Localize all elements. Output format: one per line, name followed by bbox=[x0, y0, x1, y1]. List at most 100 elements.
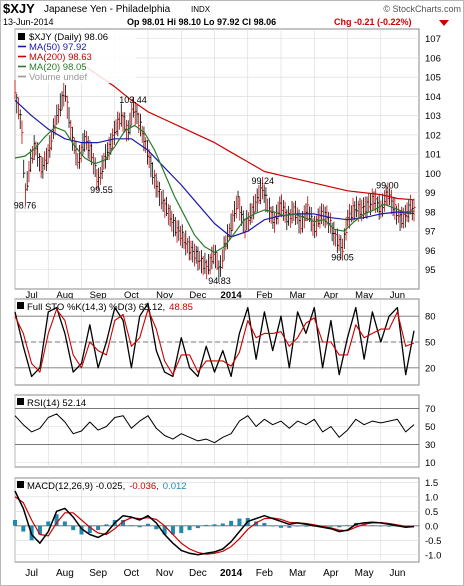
x-tick-label-bottom: Feb bbox=[256, 568, 274, 579]
macd-y-tick-label: 1.5 bbox=[425, 478, 438, 489]
macd-histogram-bar bbox=[237, 518, 242, 526]
macd-histogram-bar bbox=[279, 525, 284, 528]
price-annotation: 98.76 bbox=[14, 200, 37, 210]
price-annotation: 103.44 bbox=[119, 95, 147, 105]
macd-histogram-bar bbox=[154, 525, 159, 530]
quote-date: 13-Jun-2014 bbox=[3, 17, 54, 27]
macd-histogram-bar bbox=[13, 520, 17, 526]
x-tick-label-bottom: Mar bbox=[289, 568, 307, 579]
price-y-tick-label: 102 bbox=[425, 130, 441, 141]
ma200-line bbox=[81, 63, 415, 201]
x-tick-label-bottom: Dec bbox=[189, 568, 207, 579]
price-y-tick-label: 99 bbox=[425, 188, 436, 199]
macd-histogram-bar bbox=[21, 525, 26, 532]
macd-histogram-bar bbox=[229, 520, 234, 526]
legend-entry: 48.85 bbox=[169, 302, 193, 313]
exchange-label: INDX bbox=[191, 5, 211, 14]
macd-line bbox=[14, 490, 415, 556]
x-tick-label: Nov bbox=[156, 290, 173, 301]
rsi-y-tick-label: 10 bbox=[425, 458, 436, 469]
macd-histogram-bar bbox=[162, 525, 167, 535]
x-tick-label: Jun bbox=[390, 290, 405, 301]
price-y-tick-label: 107 bbox=[425, 34, 441, 45]
macd-histogram-bar bbox=[262, 522, 267, 526]
sto-y-tick-label: 80 bbox=[425, 312, 436, 323]
price-y-tick-label: 98 bbox=[425, 207, 436, 218]
ma20-line bbox=[14, 124, 415, 253]
legend-price-swatch bbox=[18, 33, 25, 40]
macd-histogram-bar bbox=[104, 524, 109, 526]
legend-entry: Full STO %K(14,3) %D(3) 63.12, bbox=[27, 302, 165, 313]
price-y-tick-label: 101 bbox=[425, 150, 441, 161]
x-tick-label-bottom: May bbox=[355, 568, 374, 579]
x-tick-label: May bbox=[355, 290, 373, 301]
x-tick-label: Mar bbox=[289, 290, 305, 301]
price-annotation: 99.00 bbox=[376, 181, 399, 191]
price-annotation: 96.05 bbox=[331, 253, 354, 263]
legend-entry: MA(20) 98.05 bbox=[29, 62, 87, 73]
price-y-tick-label: 97 bbox=[425, 227, 436, 238]
macd-histogram-bar bbox=[87, 525, 92, 534]
macd-histogram-bar bbox=[96, 525, 101, 531]
price-y-tick-label: 105 bbox=[425, 73, 441, 84]
x-tick-label-bottom: Jun bbox=[389, 568, 405, 579]
rsi-y-tick-label: 30 bbox=[425, 440, 436, 451]
x-tick-label: Jul bbox=[26, 290, 38, 301]
x-tick-label: Dec bbox=[189, 290, 206, 301]
change-readout: Chg -0.21 (-0.22%) bbox=[334, 17, 412, 27]
rsi-line bbox=[14, 413, 415, 444]
macd-histogram-bar bbox=[337, 525, 342, 528]
macd-y-tick-label: 1.0 bbox=[425, 492, 438, 503]
rsi-panel-frame bbox=[14, 394, 420, 468]
legend-entry: MA(200) 98.63 bbox=[29, 52, 92, 63]
macd-histogram-bar bbox=[195, 525, 200, 529]
macd-histogram-bar bbox=[303, 525, 308, 527]
legend-entry: RSI(14) 52.14 bbox=[27, 398, 86, 409]
price-y-tick-label: 100 bbox=[425, 169, 441, 180]
symbol-title: $XJY bbox=[3, 1, 35, 16]
sto-y-tick-label: 50 bbox=[425, 338, 436, 349]
macd-histogram-bar bbox=[220, 523, 225, 526]
macd-histogram-bar bbox=[378, 525, 383, 527]
panel-marker bbox=[17, 481, 24, 488]
panel-marker bbox=[17, 302, 24, 309]
x-tick-label: Aug bbox=[56, 290, 73, 301]
macd-histogram-bar bbox=[79, 525, 84, 535]
macd-histogram-bar bbox=[179, 525, 184, 534]
legend-entry: 0.012 bbox=[163, 481, 187, 492]
price-y-tick-label: 96 bbox=[425, 246, 436, 257]
macd-histogram-bar bbox=[387, 525, 392, 527]
macd-histogram-bar bbox=[212, 524, 217, 526]
macd-histogram-bar bbox=[412, 525, 417, 527]
macd-histogram-bar bbox=[71, 525, 76, 531]
x-tick-label-bottom: Sep bbox=[89, 568, 107, 579]
macd-y-tick-label: 0.0 bbox=[425, 521, 438, 532]
macd-y-tick-label: 0.5 bbox=[425, 507, 438, 518]
macd-y-tick-label: -0.5 bbox=[425, 536, 441, 547]
rsi-y-tick-label: 50 bbox=[425, 422, 436, 433]
price-y-tick-label: 104 bbox=[425, 92, 441, 103]
x-tick-label: Feb bbox=[256, 290, 272, 301]
macd-histogram-bar bbox=[204, 524, 209, 526]
macd-histogram-bar bbox=[146, 523, 151, 526]
macd-histogram-bar bbox=[137, 525, 142, 528]
x-tick-label-bottom: Aug bbox=[56, 568, 74, 579]
macd-histogram-bar bbox=[37, 525, 42, 535]
macd-histogram-bar bbox=[62, 521, 67, 526]
macd-histogram-bar bbox=[362, 524, 367, 526]
price-annotation: 94.83 bbox=[208, 276, 231, 286]
sto_d-line bbox=[14, 308, 415, 376]
x-tick-label: 2014 bbox=[221, 290, 243, 301]
macd-histogram-bar bbox=[270, 525, 275, 527]
x-tick-label-bottom: Apr bbox=[323, 568, 339, 579]
macd-histogram-bar bbox=[170, 525, 175, 535]
macd-histogram-bar bbox=[54, 514, 59, 526]
macd-histogram-bar bbox=[287, 525, 292, 528]
price-annotation: 99.24 bbox=[251, 176, 274, 186]
sto_k-line bbox=[14, 302, 415, 378]
x-tick-label-bottom: Oct bbox=[124, 568, 140, 579]
macd-histogram-bar bbox=[370, 525, 375, 526]
x-tick-label: Sep bbox=[90, 290, 107, 301]
legend-entry: Volume undef bbox=[29, 72, 87, 83]
